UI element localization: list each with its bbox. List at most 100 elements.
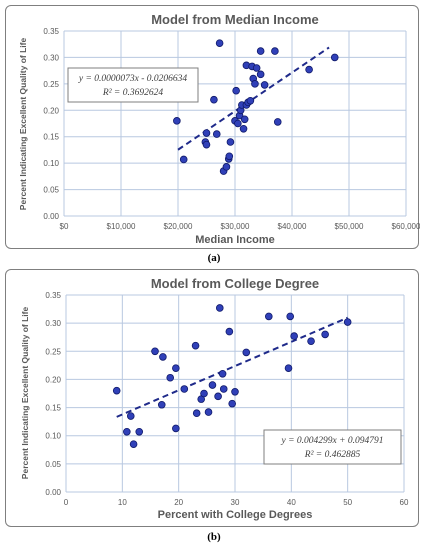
r-squared-label: R² = 0.3692624 <box>102 88 163 98</box>
data-point <box>126 412 135 420</box>
chart-title: Model from College Degree <box>151 276 319 291</box>
data-point <box>284 364 293 372</box>
y-tick-label: 0.30 <box>43 53 59 62</box>
data-point <box>260 81 269 89</box>
x-tick-label: 20 <box>174 498 183 507</box>
data-point <box>256 70 265 79</box>
x-tick-label: 60 <box>400 498 409 507</box>
data-point <box>246 96 255 105</box>
data-point <box>129 440 138 448</box>
equation-box <box>263 429 402 465</box>
figure-caption-a: (a) <box>0 252 428 264</box>
y-tick-label: 0.25 <box>43 80 59 89</box>
data-point <box>218 370 227 378</box>
x-tick-label: $40,000 <box>278 222 307 231</box>
data-point <box>307 337 315 345</box>
data-point <box>204 408 213 416</box>
data-point <box>242 348 251 357</box>
y-tick-label: 0.35 <box>43 27 59 36</box>
data-point <box>231 388 239 396</box>
caption-b-text: (b) <box>207 531 221 543</box>
data-point <box>172 424 180 433</box>
chart-title: Model from Median Income <box>151 12 319 27</box>
trendline <box>116 316 349 418</box>
y-tick-label: 0.05 <box>45 460 61 469</box>
y-tick-label: 0.35 <box>45 291 61 300</box>
data-point <box>215 39 224 47</box>
data-point <box>228 399 236 408</box>
data-point <box>226 138 235 146</box>
x-tick-label: 30 <box>231 498 240 507</box>
data-point <box>343 318 352 326</box>
data-point <box>192 409 201 418</box>
data-point <box>166 373 175 382</box>
data-point <box>234 119 242 128</box>
data-point <box>214 392 222 401</box>
y-tick-label: 0.15 <box>45 404 61 413</box>
data-point <box>286 312 295 321</box>
data-point <box>202 140 211 149</box>
scatter-chart-college-degree: 0 10 20 30 40 50 60 0.00 0.05 0.10 0.15 0.20 0.25 0.3… <box>20 276 409 521</box>
chart-panel-median-income: $0 $10,000 $20,000 $30,000 $40,000 $50,000 $60… <box>5 5 420 249</box>
y-tick-label: 0.00 <box>43 212 59 221</box>
x-tick-label: $30,000 <box>221 222 250 231</box>
regression-equation: y = 0.004299x + 0.094791 <box>280 436 383 446</box>
data-point <box>179 155 188 164</box>
data-point <box>330 53 339 62</box>
data-point <box>239 124 248 133</box>
y-tick-label: 0.20 <box>45 375 61 384</box>
regression-equation: y = 0.0000073x - 0.0206634 <box>78 74 188 84</box>
y-axis-label: Percent Indicating Excellent Quality of … <box>18 38 28 211</box>
data-point <box>225 152 234 161</box>
data-point <box>251 80 259 88</box>
data-point <box>240 115 249 124</box>
figure-caption-b: (b) <box>0 531 428 543</box>
data-point <box>151 347 159 356</box>
data-point <box>264 312 273 321</box>
data-point <box>200 389 208 398</box>
data-point <box>305 65 313 74</box>
y-axis-label: Percent Indicating Excellent Quality of … <box>20 307 30 480</box>
y-tick-label: 0.10 <box>43 159 59 168</box>
y-tick-label: 0.00 <box>45 488 61 497</box>
data-point <box>256 47 265 55</box>
data-point <box>222 163 231 171</box>
x-axis-label: Median Income <box>195 234 274 246</box>
x-tick-label: $20,000 <box>164 222 193 231</box>
chart-panel-college-degree: 0 10 20 30 40 50 60 0.00 0.05 0.10 0.15 0.20 0.25 0.3… <box>5 269 419 527</box>
data-point <box>290 332 298 340</box>
data-point <box>123 427 131 436</box>
y-tick-label: 0.30 <box>45 319 61 328</box>
y-tick-label: 0.20 <box>43 106 59 115</box>
y-tick-label: 0.05 <box>43 186 59 195</box>
x-tick-label: 10 <box>118 498 127 507</box>
data-point <box>212 130 221 138</box>
x-tick-label: $60,000 <box>392 222 420 231</box>
data-point <box>191 341 200 350</box>
x-tick-label: $50,000 <box>335 222 364 231</box>
data-point <box>232 86 240 95</box>
equation-box <box>67 67 199 103</box>
caption-a-text: (a) <box>207 252 221 264</box>
x-tick-label: 0 <box>64 498 69 507</box>
data-point <box>252 64 261 72</box>
x-tick-label: 50 <box>343 498 352 507</box>
y-tick-label: 0.15 <box>43 133 59 142</box>
data-point <box>219 385 228 393</box>
scatter-chart-median-income: $0 $10,000 $20,000 $30,000 $40,000 $50,000 $60… <box>18 12 420 246</box>
data-point <box>321 330 329 339</box>
x-tick-label: $10,000 <box>107 222 136 231</box>
data-point <box>271 47 279 55</box>
data-point <box>208 381 217 389</box>
data-point <box>157 400 166 409</box>
data-point <box>159 353 167 361</box>
data-point <box>172 364 180 372</box>
x-tick-label: 40 <box>287 498 296 507</box>
data-point <box>180 385 189 393</box>
data-point <box>202 129 211 137</box>
data-point <box>173 117 181 125</box>
x-tick-label: $0 <box>60 222 69 231</box>
data-point <box>215 304 224 312</box>
data-point <box>112 386 121 395</box>
y-tick-label: 0.25 <box>45 347 61 356</box>
